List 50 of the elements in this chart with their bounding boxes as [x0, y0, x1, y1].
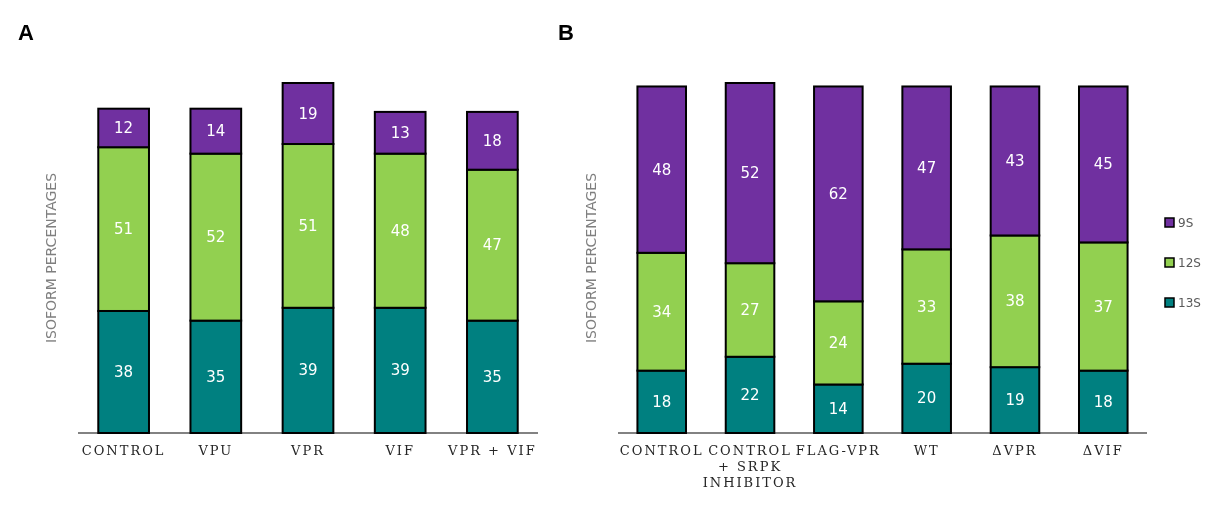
- x-tick-label: CONTROL: [619, 443, 704, 458]
- data-label: 51: [298, 216, 318, 235]
- data-label: 39: [390, 361, 410, 380]
- x-tick-label: VIF: [384, 443, 415, 458]
- data-label: 47: [917, 158, 937, 177]
- data-label: 24: [828, 333, 848, 352]
- x-tick-label: ΔVIF: [1082, 443, 1124, 458]
- data-label: 51: [114, 220, 134, 239]
- legend-label: 9S: [1178, 215, 1194, 230]
- data-label: 45: [1093, 155, 1113, 174]
- data-label: 14: [206, 122, 226, 141]
- data-label: 52: [206, 228, 226, 247]
- chart-title: A: [18, 20, 34, 45]
- data-label: 18: [482, 131, 502, 150]
- data-label: 62: [828, 184, 848, 203]
- data-label: 39: [298, 361, 318, 380]
- data-label: 22: [740, 385, 760, 404]
- chart-title: B: [558, 20, 574, 45]
- data-label: 13: [390, 123, 410, 142]
- data-label: 18: [652, 392, 672, 411]
- data-label: 48: [652, 160, 672, 179]
- y-axis-title: ISOFORM PERCENTAGES: [583, 172, 599, 344]
- data-label: 19: [1005, 391, 1025, 410]
- data-label: 20: [917, 389, 937, 408]
- data-label: 43: [1005, 151, 1025, 170]
- y-axis-title: ISOFORM PERCENTAGES: [43, 172, 59, 344]
- x-tick-label: CONTROL: [81, 443, 166, 458]
- legend-label: 12S: [1178, 255, 1201, 270]
- data-label: 37: [1093, 297, 1113, 316]
- x-tick-label: ΔVPR: [992, 443, 1038, 458]
- data-label: 18: [1093, 392, 1113, 411]
- x-tick-label: WT: [913, 443, 940, 458]
- data-label: 19: [298, 104, 318, 123]
- data-label: 12: [114, 118, 134, 137]
- data-label: 34: [652, 302, 672, 321]
- data-label: 48: [390, 221, 410, 240]
- data-label: 14: [828, 399, 848, 418]
- x-tick-label: FLAG-VPR: [795, 443, 881, 458]
- x-tick-label: VPR + VIF: [447, 443, 537, 458]
- data-label: 35: [482, 367, 502, 386]
- data-label: 38: [1005, 292, 1025, 311]
- data-label: 35: [206, 367, 226, 386]
- data-label: 38: [114, 362, 134, 381]
- data-label: 47: [482, 236, 502, 255]
- legend-label: 13S: [1178, 295, 1201, 310]
- data-label: 33: [917, 297, 937, 316]
- data-label: 27: [740, 300, 760, 319]
- x-tick-label: VPR: [290, 443, 325, 458]
- x-tick-label: VPU: [197, 443, 234, 458]
- data-label: 52: [740, 164, 760, 183]
